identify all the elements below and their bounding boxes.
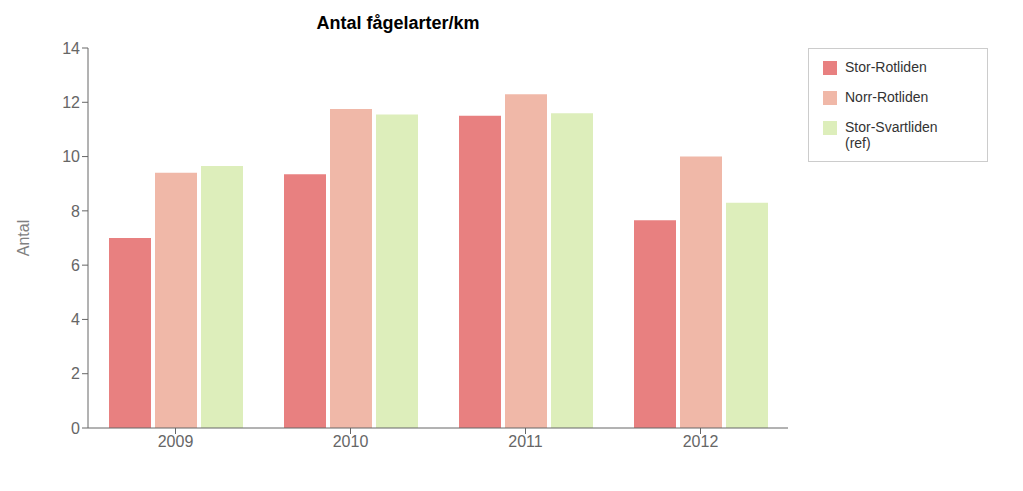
svg-text:12: 12	[62, 94, 80, 111]
svg-text:2: 2	[71, 365, 80, 382]
svg-text:0: 0	[71, 420, 80, 437]
svg-text:8: 8	[71, 203, 80, 220]
html-text:Stor-Svartliden (ref): Stor-Svartliden (ref)	[845, 119, 938, 151]
svg-text:2011: 2011	[508, 433, 543, 450]
svg-text:4: 4	[71, 311, 80, 328]
html-text:Norr-Rotliden: Norr-Rotliden	[845, 89, 929, 105]
svg-text:2012: 2012	[683, 433, 719, 450]
svg-text:2010: 2010	[333, 433, 369, 450]
html-text:Antal fågelarter/km: Antal fågelarter/km	[316, 13, 480, 33]
svg-text:14: 14	[62, 40, 80, 57]
svg-text:2009: 2009	[158, 433, 194, 450]
html-text:Stor-Rotliden: Stor-Rotliden	[845, 59, 927, 75]
svg-text:Antal: Antal	[15, 220, 32, 256]
svg-text:10: 10	[62, 148, 80, 165]
svg-text:6: 6	[71, 257, 80, 274]
